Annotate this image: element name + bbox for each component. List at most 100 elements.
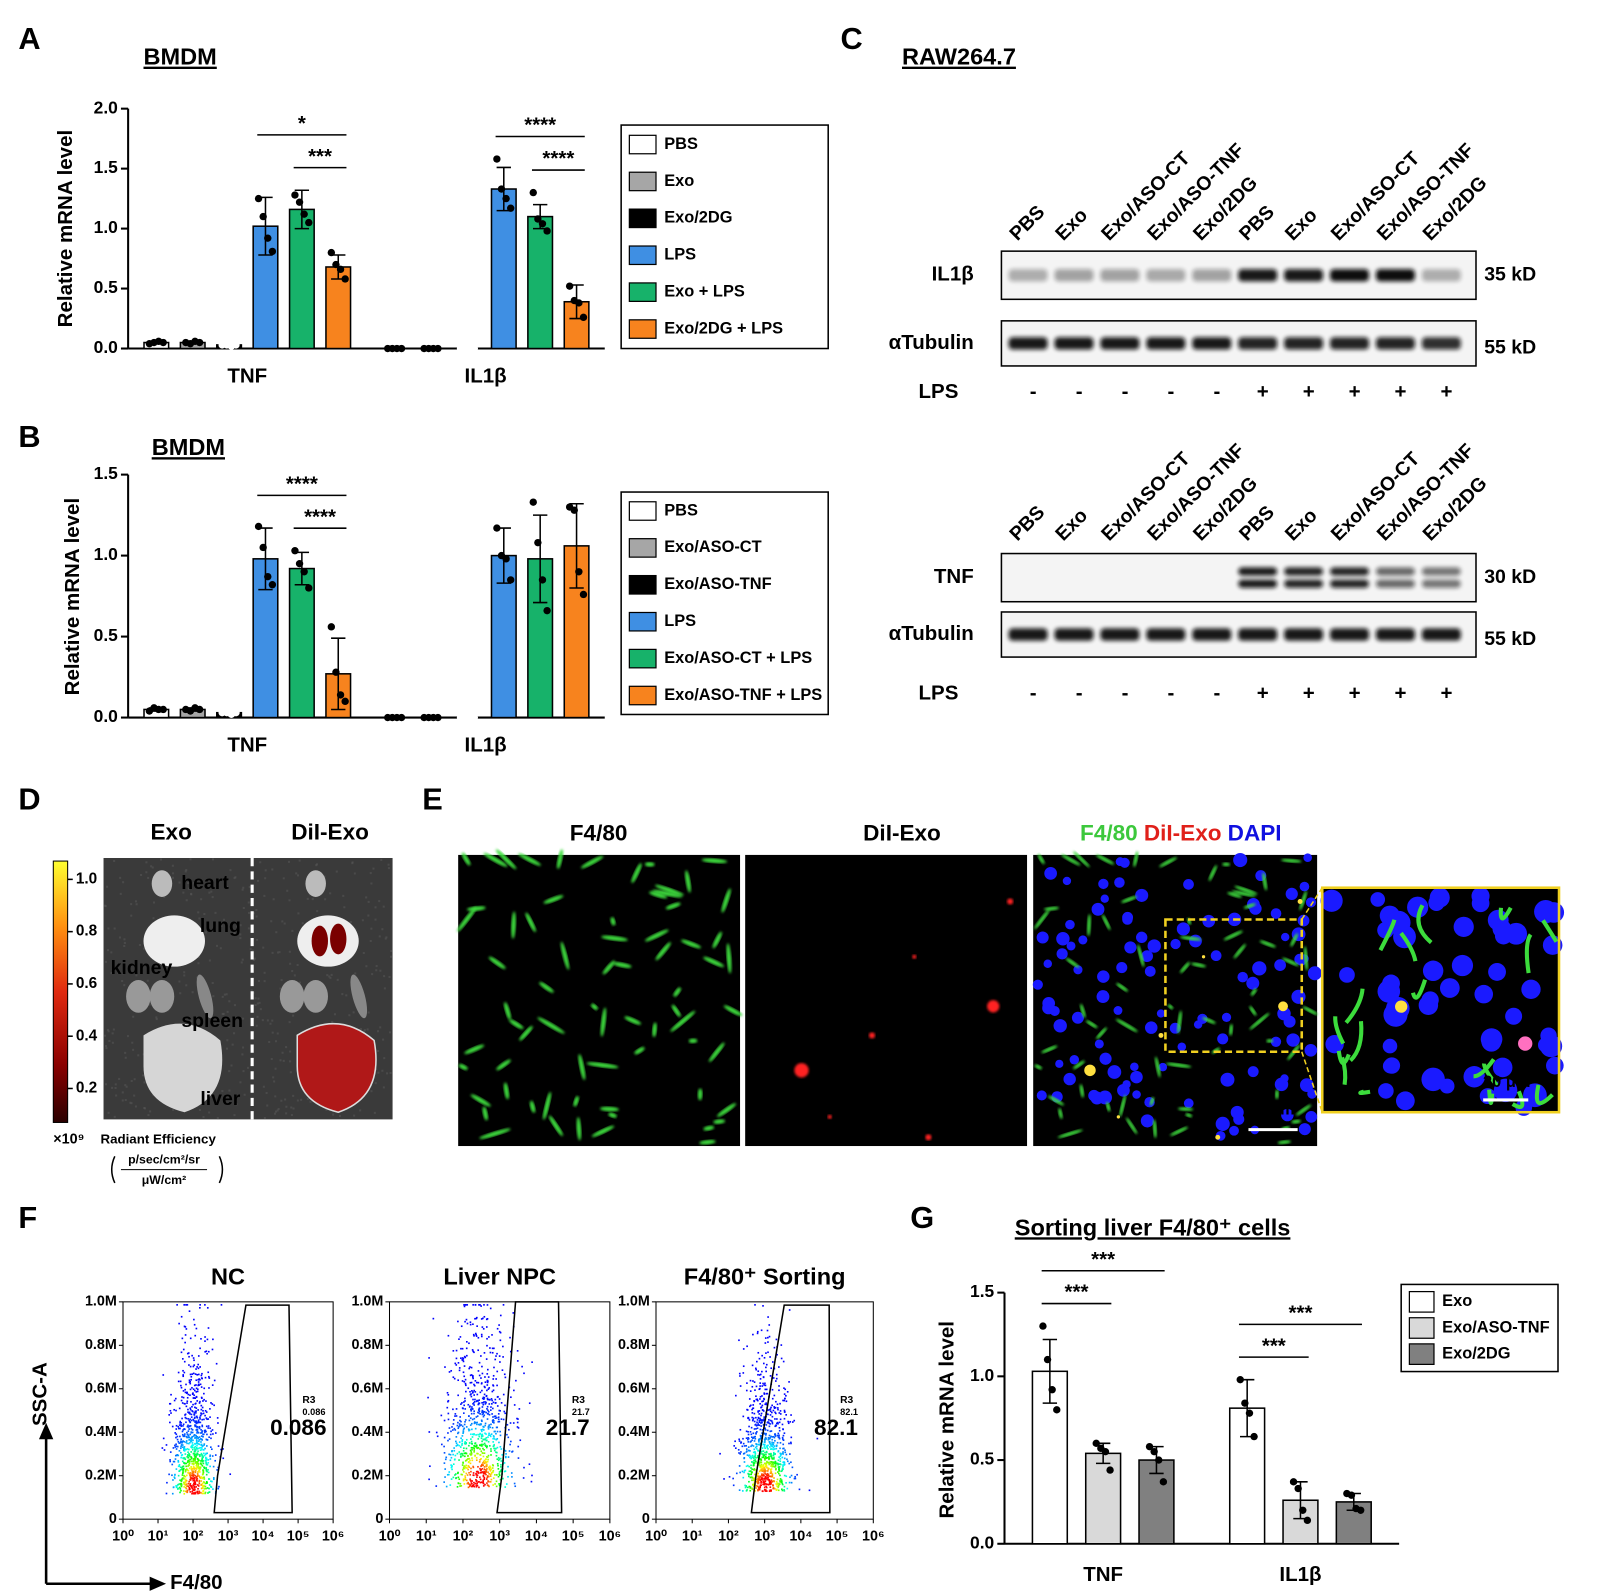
event-dot bbox=[212, 1433, 214, 1435]
event-dot bbox=[756, 1421, 758, 1424]
image-noise bbox=[200, 898, 203, 901]
dapi-nucleus bbox=[1183, 879, 1194, 890]
event-dot bbox=[206, 1418, 208, 1421]
image-noise bbox=[190, 892, 193, 895]
event-dot bbox=[451, 1468, 453, 1471]
event-dot bbox=[781, 1423, 784, 1426]
event-dot bbox=[170, 1393, 172, 1396]
colocalized-signal bbox=[1518, 1036, 1533, 1051]
event-dot bbox=[756, 1482, 759, 1484]
event-dot bbox=[200, 1480, 203, 1482]
data-point bbox=[159, 705, 167, 714]
f480-cell bbox=[1180, 961, 1190, 974]
event-dot bbox=[751, 1468, 753, 1471]
event-dot bbox=[759, 1486, 762, 1489]
image-noise bbox=[336, 978, 339, 981]
event-dot bbox=[483, 1452, 486, 1455]
event-dot bbox=[488, 1424, 491, 1426]
event-dot bbox=[493, 1347, 495, 1350]
event-dot bbox=[184, 1453, 187, 1455]
event-dot bbox=[177, 1380, 180, 1383]
event-dot bbox=[777, 1432, 780, 1435]
lps-label: LPS bbox=[919, 380, 959, 403]
event-dot bbox=[771, 1404, 773, 1407]
f480-cell bbox=[652, 889, 683, 898]
event-dot bbox=[759, 1387, 761, 1390]
event-dot bbox=[754, 1456, 757, 1458]
image-noise bbox=[369, 872, 372, 875]
panel-letter: F bbox=[18, 1200, 37, 1235]
event-dot bbox=[512, 1312, 515, 1314]
event-dot bbox=[474, 1332, 477, 1335]
event-dot bbox=[758, 1470, 761, 1473]
image-noise bbox=[185, 984, 188, 987]
f480-cell bbox=[586, 1062, 619, 1069]
event-dot bbox=[212, 1465, 215, 1468]
event-dot bbox=[492, 1419, 495, 1422]
event-dot bbox=[196, 1400, 199, 1402]
event-dot bbox=[747, 1446, 750, 1448]
dapi-nucleus bbox=[1453, 916, 1474, 937]
event-dot bbox=[486, 1405, 489, 1408]
data-point bbox=[575, 568, 583, 576]
dapi-nucleus bbox=[1156, 1009, 1166, 1018]
event-dot bbox=[488, 1336, 490, 1338]
event-dot bbox=[462, 1412, 465, 1414]
event-dot bbox=[751, 1456, 754, 1459]
image-noise bbox=[121, 1099, 124, 1102]
event-dot bbox=[748, 1480, 750, 1483]
event-dot bbox=[764, 1434, 767, 1436]
image-noise bbox=[390, 950, 393, 953]
event-dot bbox=[754, 1452, 757, 1455]
event-dot bbox=[205, 1461, 207, 1464]
event-dot bbox=[786, 1487, 789, 1490]
event-dot bbox=[463, 1447, 465, 1450]
event-dot bbox=[528, 1402, 531, 1405]
image-noise bbox=[132, 1048, 135, 1051]
event-dot bbox=[761, 1400, 763, 1403]
event-dot bbox=[466, 1340, 468, 1343]
image-noise bbox=[204, 931, 208, 934]
event-dot bbox=[770, 1367, 773, 1370]
event-dot bbox=[191, 1442, 194, 1444]
event-dot bbox=[448, 1371, 451, 1373]
event-dot bbox=[497, 1464, 499, 1467]
event-dot bbox=[471, 1407, 474, 1410]
event-dot bbox=[480, 1458, 482, 1460]
blot-row-label: TNF bbox=[934, 565, 974, 588]
event-dot bbox=[204, 1482, 207, 1485]
image-noise bbox=[277, 1107, 280, 1111]
f480-cell bbox=[1106, 1101, 1111, 1112]
event-dot bbox=[772, 1441, 775, 1444]
data-point bbox=[502, 555, 510, 563]
event-dot bbox=[768, 1425, 771, 1428]
event-dot bbox=[196, 1432, 198, 1434]
event-dot bbox=[763, 1384, 765, 1386]
image-noise bbox=[134, 900, 137, 903]
image-noise bbox=[133, 1094, 136, 1097]
event-dot bbox=[188, 1455, 191, 1457]
event-dot bbox=[180, 1445, 182, 1448]
event-dot bbox=[464, 1408, 467, 1410]
event-dot bbox=[483, 1304, 485, 1306]
f480-cell bbox=[1340, 1056, 1348, 1085]
event-dot bbox=[774, 1406, 777, 1409]
event-dot bbox=[173, 1408, 175, 1411]
event-dot bbox=[484, 1381, 487, 1384]
event-dot bbox=[189, 1477, 192, 1479]
image-noise bbox=[229, 869, 232, 872]
event-dot bbox=[195, 1479, 198, 1481]
event-dot bbox=[199, 1416, 201, 1419]
y-tick-label: 0.5 bbox=[970, 1449, 995, 1469]
event-dot bbox=[763, 1392, 766, 1395]
event-dot bbox=[459, 1446, 462, 1448]
event-dot bbox=[172, 1447, 175, 1449]
event-dot bbox=[768, 1434, 771, 1437]
event-dot bbox=[444, 1458, 447, 1461]
chart-title: Sorting liver F4/80⁺ cells bbox=[1015, 1214, 1291, 1240]
event-dot bbox=[190, 1416, 193, 1418]
event-dot bbox=[187, 1393, 190, 1396]
band bbox=[1284, 628, 1324, 641]
image-noise bbox=[386, 1072, 389, 1075]
event-dot bbox=[489, 1473, 492, 1476]
